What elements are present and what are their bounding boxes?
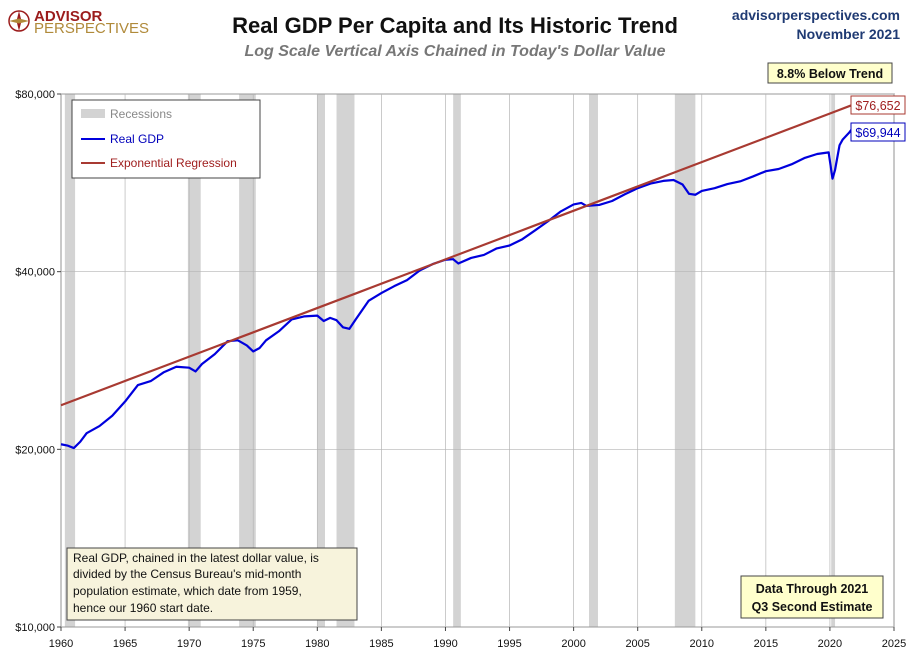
trend-value-box [850, 95, 906, 115]
y-tick-label: $80,000 [15, 89, 55, 101]
footnote-line-2: divided by the Census Bureau's mid-month [73, 567, 301, 581]
page-title: Real GDP Per Capita and Its Historic Tre… [232, 13, 678, 38]
footnote-line-3: population estimate, which date from 195… [73, 584, 302, 598]
x-tick-label: 2015 [754, 638, 778, 650]
below-trend-label: 8.8% Below Trend [777, 67, 883, 81]
recession-band [187, 94, 201, 627]
y-axis-ticks: $10,000 $20,000 $40,000 $80,000 [15, 89, 61, 634]
logo: ADVISOR PERSPECTIVES [8, 8, 149, 37]
grid-lines [60, 93, 895, 628]
site-name: advisorperspectives.com [732, 7, 900, 23]
x-tick-label: 2000 [561, 638, 585, 650]
data-through-box [740, 575, 884, 619]
recession-band [64, 94, 76, 627]
recession-band [317, 94, 325, 627]
y-tick-label: $40,000 [15, 267, 55, 279]
data-through-note: Data Through 2021 Q3 Second Estimate [740, 575, 884, 619]
gdp-value-label: $69,944 [855, 126, 900, 140]
logo-line-2: PERSPECTIVES [34, 20, 149, 37]
x-tick-label: 2010 [690, 638, 714, 650]
y-tick-label: $10,000 [15, 622, 55, 634]
legend-swatch-recessions [81, 109, 105, 118]
footnote-box [66, 547, 358, 621]
series-line-real-gdp [60, 127, 854, 450]
footnote-line-4: hence our 1960 start date. [73, 601, 213, 615]
trend-value-label: $76,652 [855, 99, 900, 113]
x-tick-label: 2025 [882, 638, 906, 650]
x-tick-label: 2020 [818, 638, 842, 650]
recession-band [239, 94, 256, 627]
x-tick-label: 1960 [49, 638, 73, 650]
footnote-line-1: Real GDP, chained in the latest dollar v… [73, 551, 319, 565]
data-through-line-1: Data Through 2021 [756, 582, 869, 596]
below-trend-box [767, 62, 893, 84]
x-tick-label: 1985 [369, 638, 393, 650]
recession-band [674, 94, 696, 627]
recession-band [336, 94, 355, 627]
x-tick-label: 1965 [113, 638, 137, 650]
x-tick-label: 2005 [625, 638, 649, 650]
legend: Recessions Real GDP Exponential Regressi… [71, 99, 261, 179]
gdp-value-box [850, 122, 906, 142]
recession-band [831, 94, 836, 627]
compass-icon [8, 10, 30, 32]
recession-bands [64, 94, 836, 627]
page-subtitle: Log Scale Vertical Axis Chained in Today… [244, 43, 665, 60]
x-tick-label: 1980 [305, 638, 329, 650]
legend-label-real-gdp: Real GDP [110, 132, 164, 146]
recession-band [588, 94, 598, 627]
legend-label-regression: Exponential Regression [110, 156, 237, 170]
logo-line-1: ADVISOR [34, 8, 103, 25]
x-tick-label: 1970 [177, 638, 201, 650]
x-axis-ticks: 1960 1965 1970 1975 1980 1985 1990 1995 2000 2005… [49, 627, 906, 650]
series-line-regression [60, 103, 853, 407]
y-tick-label: $20,000 [15, 444, 55, 456]
x-tick-label: 1990 [433, 638, 457, 650]
x-tick-label: 1975 [241, 638, 265, 650]
data-through-line-2: Q3 Second Estimate [752, 600, 873, 614]
header-date: November 2021 [796, 26, 900, 42]
footnote: Real GDP, chained in the latest dollar v… [66, 547, 358, 621]
x-tick-label: 1995 [497, 638, 521, 650]
recession-band [453, 94, 461, 627]
legend-label-recessions: Recessions [110, 107, 172, 121]
